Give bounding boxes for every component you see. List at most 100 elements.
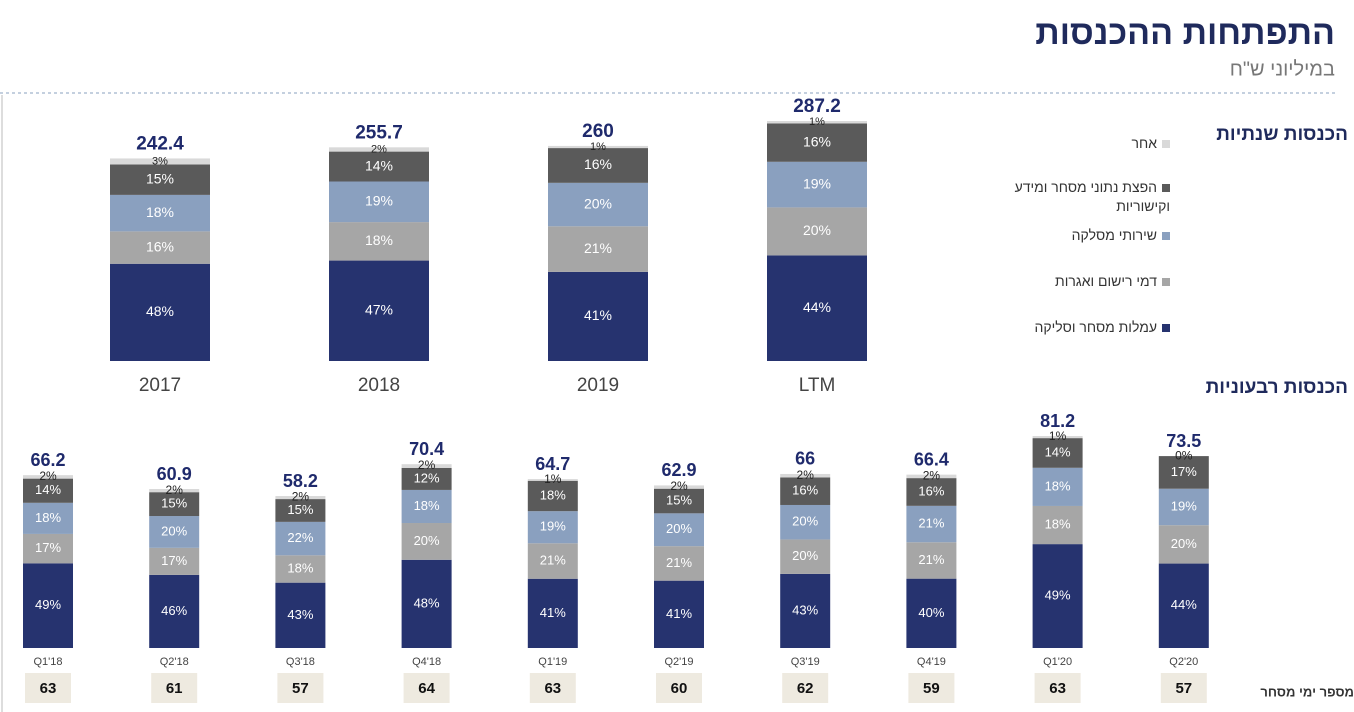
bar-segment xyxy=(23,475,73,479)
trading-days-box xyxy=(1034,673,1081,703)
x-tick-label: Q2'20 xyxy=(1169,656,1198,668)
data-label: 1% xyxy=(1049,429,1067,443)
total-label: 58.2 xyxy=(283,471,318,491)
data-label: 20% xyxy=(792,514,818,529)
bar-segment xyxy=(149,547,200,575)
data-label: 44% xyxy=(803,299,831,315)
data-label: 1% xyxy=(590,141,606,153)
data-label: 18% xyxy=(414,498,440,513)
total-label: 287.2 xyxy=(793,96,841,117)
data-label: 21% xyxy=(540,552,566,567)
data-label: 16% xyxy=(146,238,174,254)
bar-segment xyxy=(110,158,210,165)
bar-segment xyxy=(23,502,73,534)
bar-segment xyxy=(767,207,867,256)
data-label: 15% xyxy=(666,492,692,507)
bar-segment xyxy=(329,147,429,152)
page-title: התפתחות ההכנסות xyxy=(1035,14,1335,52)
data-label: 48% xyxy=(414,595,440,610)
x-tick-label: 2018 xyxy=(358,375,400,396)
total-label: 66.2 xyxy=(30,450,65,470)
data-label: 43% xyxy=(287,607,313,622)
bar-segment xyxy=(654,488,704,514)
data-label: 48% xyxy=(146,303,174,319)
bar-segment xyxy=(548,271,648,361)
bar-segment xyxy=(329,222,429,261)
bar-segment xyxy=(275,499,326,522)
legend-item: אחר xyxy=(1000,134,1170,153)
data-label: 20% xyxy=(1171,536,1197,551)
trading-days: 59 xyxy=(923,680,940,697)
bar-segment xyxy=(149,489,200,493)
data-label: 12% xyxy=(414,470,440,485)
data-label: 15% xyxy=(287,502,313,517)
legend-item: הפצת נתוני מסחר ומידע וקישוריות xyxy=(1000,178,1170,216)
bar-segment xyxy=(1158,563,1209,648)
bar-segment xyxy=(548,226,648,272)
data-label: 20% xyxy=(161,523,187,538)
data-label: 18% xyxy=(1045,516,1071,531)
bar-segment xyxy=(767,121,867,124)
chart-title: הכנסות שנתיות xyxy=(1216,124,1348,145)
total-label: 66 xyxy=(795,449,815,469)
bar-segment xyxy=(23,533,73,564)
x-tick-label: 2019 xyxy=(577,375,619,396)
data-label: 14% xyxy=(35,482,61,497)
data-label: 2% xyxy=(371,143,387,155)
legend-label: הפצת נתוני מסחר ומידע וקישוריות xyxy=(1014,179,1170,214)
bar-segment xyxy=(23,478,73,503)
x-tick-label: Q2'18 xyxy=(160,656,189,668)
total-label: 260 xyxy=(582,121,614,142)
legend-label: עמלות מסחר וסליקה xyxy=(1034,319,1158,335)
trading-days: 62 xyxy=(797,680,814,697)
total-label: 60.9 xyxy=(157,464,192,484)
data-label: 14% xyxy=(365,157,393,173)
trading-days: 57 xyxy=(1175,680,1192,697)
bar-segment xyxy=(329,181,429,223)
data-label: 19% xyxy=(803,175,831,191)
data-label: 49% xyxy=(35,597,61,612)
bar-segment xyxy=(149,574,200,648)
trading-days-box xyxy=(277,673,324,703)
bar-segment xyxy=(780,573,831,648)
bar-segment xyxy=(548,145,648,149)
legend-label: דמי רישום ואגרות xyxy=(1055,273,1157,289)
page-subtitle: במיליוני ש"ח xyxy=(1230,58,1335,80)
bar-segment xyxy=(110,194,210,232)
bar-segment xyxy=(149,492,200,517)
x-tick-label: 2017 xyxy=(139,375,181,396)
bar-segment xyxy=(654,580,704,648)
data-label: 41% xyxy=(584,307,612,323)
legend-label: אחר xyxy=(1131,135,1157,151)
legend-swatch xyxy=(1162,232,1170,240)
bar-segment xyxy=(1032,505,1083,545)
bar-segment xyxy=(548,182,648,227)
data-label: 41% xyxy=(666,606,692,621)
trading-days: 63 xyxy=(1049,680,1066,697)
data-label: 2% xyxy=(418,458,436,472)
bar-segment xyxy=(1032,544,1083,648)
bar-segment xyxy=(110,164,210,195)
trading-days: 64 xyxy=(418,680,435,697)
data-label: 21% xyxy=(918,515,944,530)
bar-segment xyxy=(767,123,867,162)
data-label: 16% xyxy=(918,483,944,498)
data-label: 16% xyxy=(803,133,831,149)
legend-label: שירותי מסלקה xyxy=(1071,227,1157,243)
total-label: 62.9 xyxy=(661,460,696,480)
bar-segment xyxy=(275,521,326,556)
data-label: 18% xyxy=(1045,478,1071,493)
data-label: 21% xyxy=(666,555,692,570)
bar-segment xyxy=(906,474,957,479)
total-label: 73.5 xyxy=(1166,431,1201,451)
data-label: 20% xyxy=(414,533,440,548)
trading-days-box xyxy=(403,673,450,703)
x-tick-label: Q3'19 xyxy=(791,656,820,668)
data-label: 20% xyxy=(666,521,692,536)
bar-segment xyxy=(401,467,452,490)
data-label: 16% xyxy=(584,156,612,172)
bar-segment xyxy=(275,496,326,500)
bar-segment xyxy=(329,151,429,182)
data-label: 43% xyxy=(792,602,818,617)
